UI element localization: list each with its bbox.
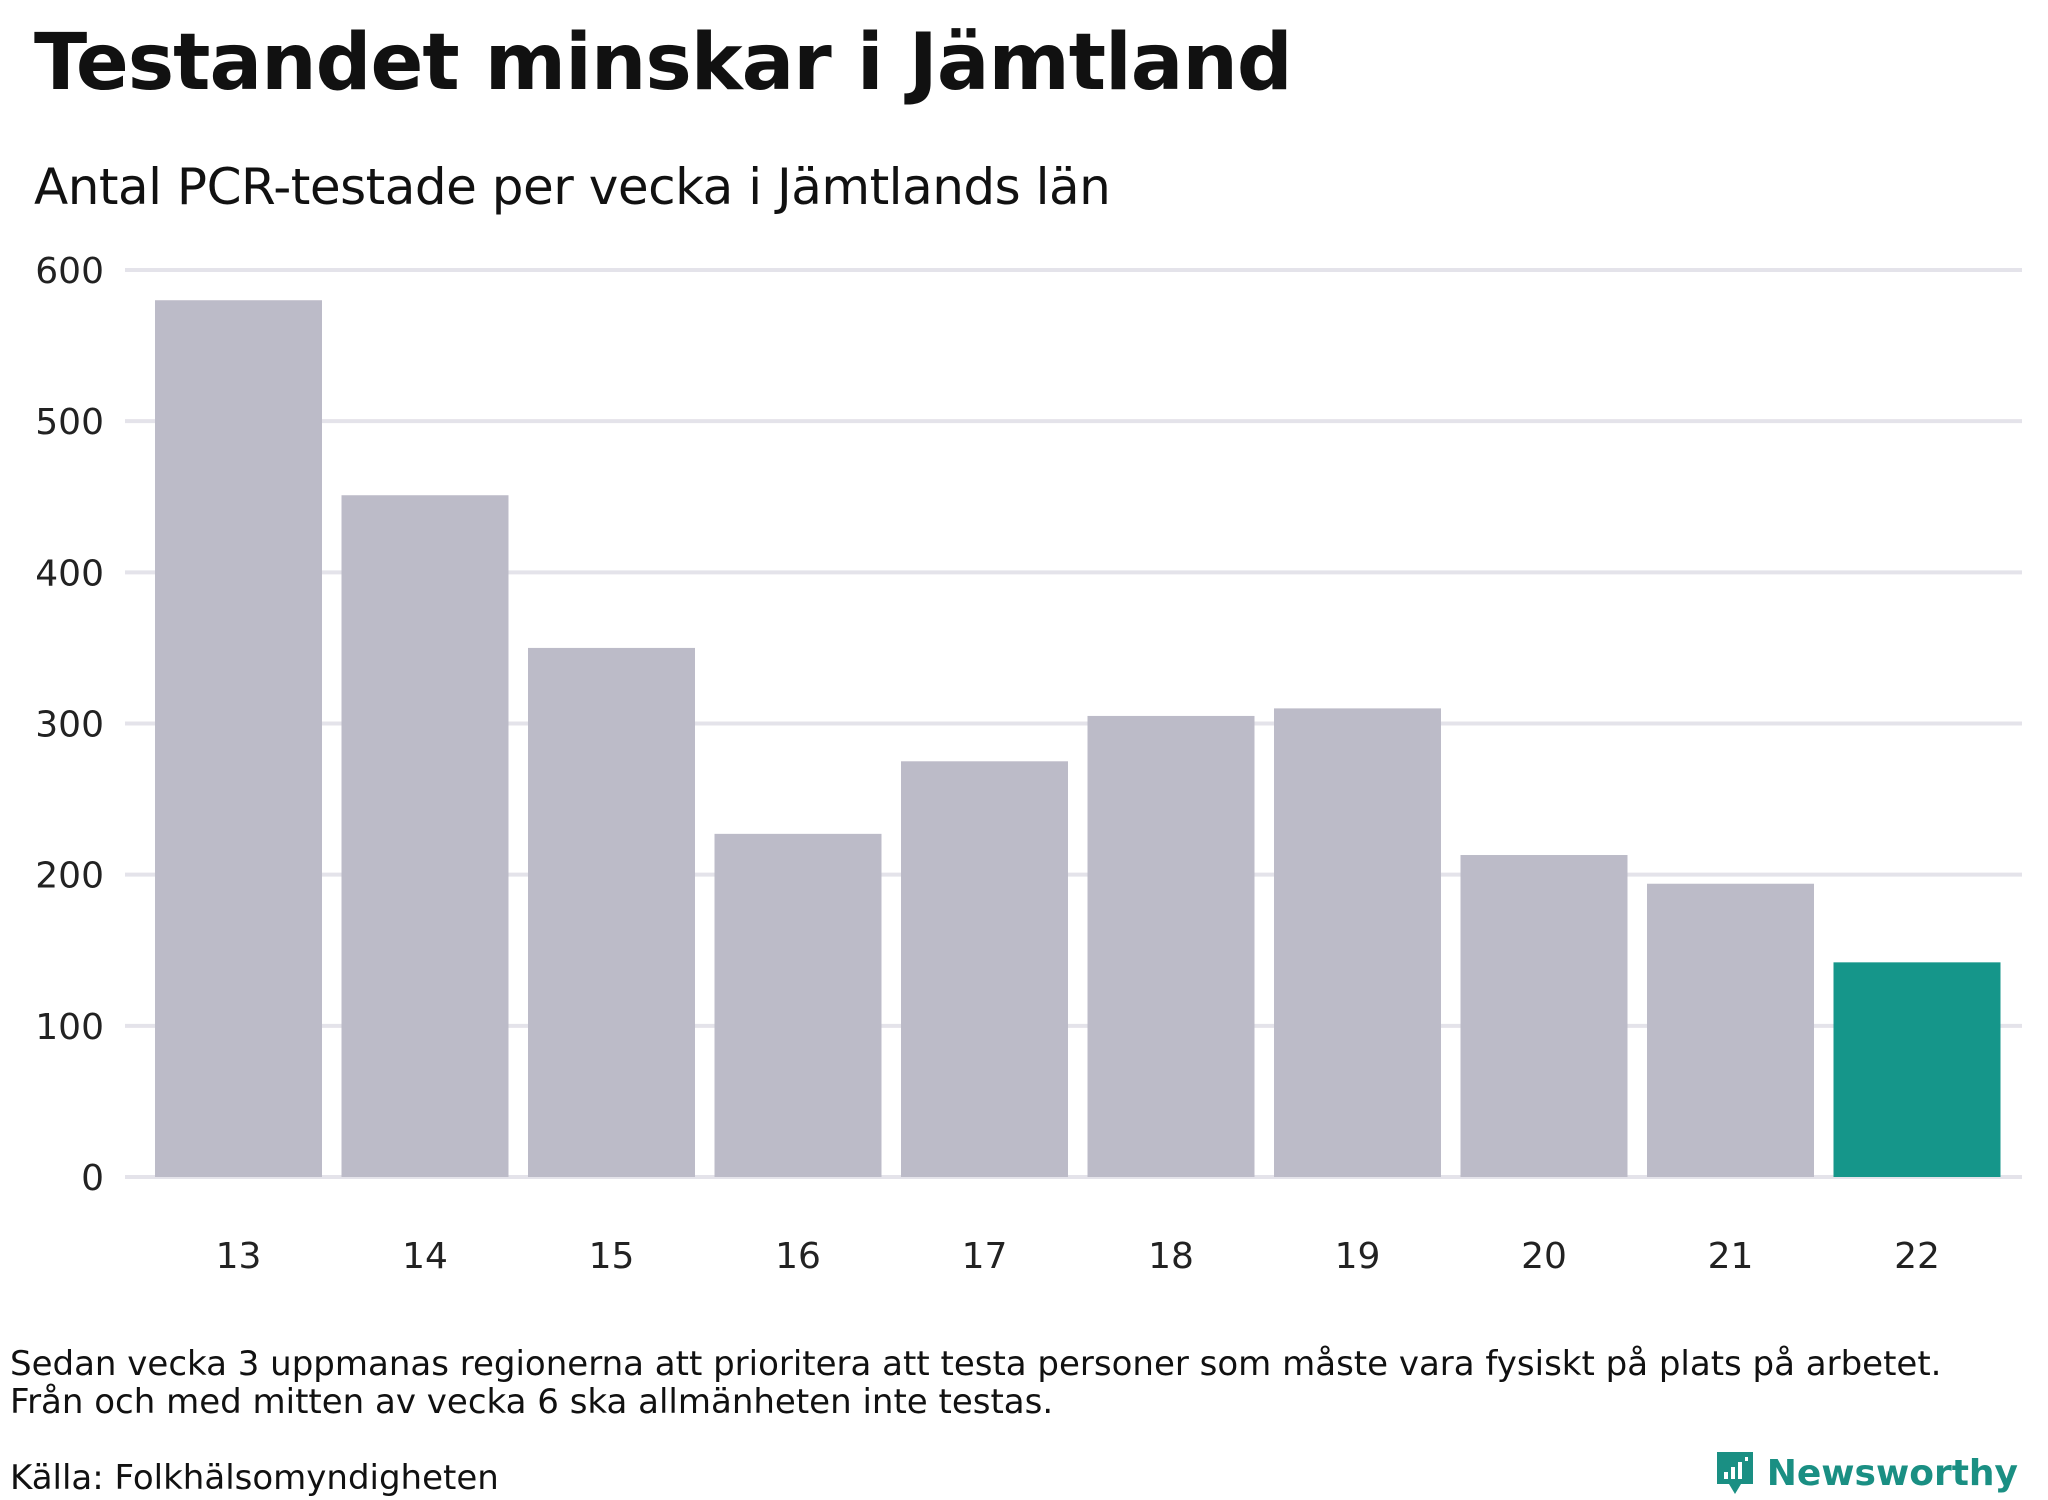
- bar-week-20: [1460, 855, 1628, 1177]
- x-tick-label: 22: [1894, 1236, 1940, 1277]
- chart-title: Testandet minskar i Jämtland: [34, 18, 1293, 108]
- footnote: Sedan vecka 3 uppmanas regionerna att pr…: [10, 1345, 1941, 1421]
- x-tick-label: 13: [216, 1236, 262, 1277]
- y-tick-label: 400: [35, 553, 104, 594]
- brand-name: Newsworthy: [1766, 1452, 2018, 1494]
- chart-speech-bubble-icon: [1716, 1452, 1753, 1494]
- x-tick-label: 14: [402, 1236, 448, 1277]
- bar-week-14: [341, 495, 509, 1177]
- bars: [155, 300, 2001, 1177]
- bar-week-15: [528, 647, 695, 1177]
- bar-week-21: [1647, 883, 1814, 1177]
- footnote-line-1: Sedan vecka 3 uppmanas regionerna att pr…: [10, 1344, 1942, 1384]
- source-text: Källa: Folkhälsomyndigheten: [10, 1458, 499, 1498]
- footnote-line-2: Från och med mitten av vecka 6 ska allmä…: [10, 1382, 1054, 1422]
- bar-week-18: [1087, 715, 1255, 1177]
- y-tick-label: 0: [81, 1158, 104, 1199]
- y-tick-label: 600: [35, 251, 104, 292]
- x-tick-label: 19: [1335, 1236, 1381, 1277]
- chart-subtitle: Antal PCR-testade per vecka i Jämtlands …: [34, 158, 1111, 216]
- x-tick-label: 20: [1521, 1236, 1567, 1277]
- newsworthy-logo: Newsworthy: [1713, 1448, 2018, 1498]
- x-tick-label: 21: [1708, 1236, 1754, 1277]
- x-tick-label: 16: [775, 1236, 821, 1277]
- bar-week-22: [1833, 962, 2001, 1177]
- y-tick-label: 200: [35, 856, 104, 897]
- x-tick-label: 18: [1148, 1236, 1194, 1277]
- bar-week-13: [155, 300, 322, 1177]
- y-tick-label: 100: [35, 1007, 104, 1048]
- x-axis-labels: 13 14 15 16 17 18 19 20 21 22: [216, 1236, 1940, 1277]
- bar-week-17: [901, 761, 1068, 1177]
- y-tick-label: 500: [35, 402, 104, 443]
- y-tick-label: 300: [35, 705, 104, 746]
- y-axis-labels: 0 100 200 300 400 500 600: [35, 251, 104, 1199]
- bar-chart: 0 100 200 300 400 500 600 13 14 15 16 17 18 19 20 21 22: [35, 251, 2022, 1277]
- x-tick-label: 15: [589, 1236, 635, 1277]
- bar-week-16: [714, 833, 882, 1177]
- bar-week-19: [1274, 708, 1441, 1177]
- x-tick-label: 17: [962, 1236, 1008, 1277]
